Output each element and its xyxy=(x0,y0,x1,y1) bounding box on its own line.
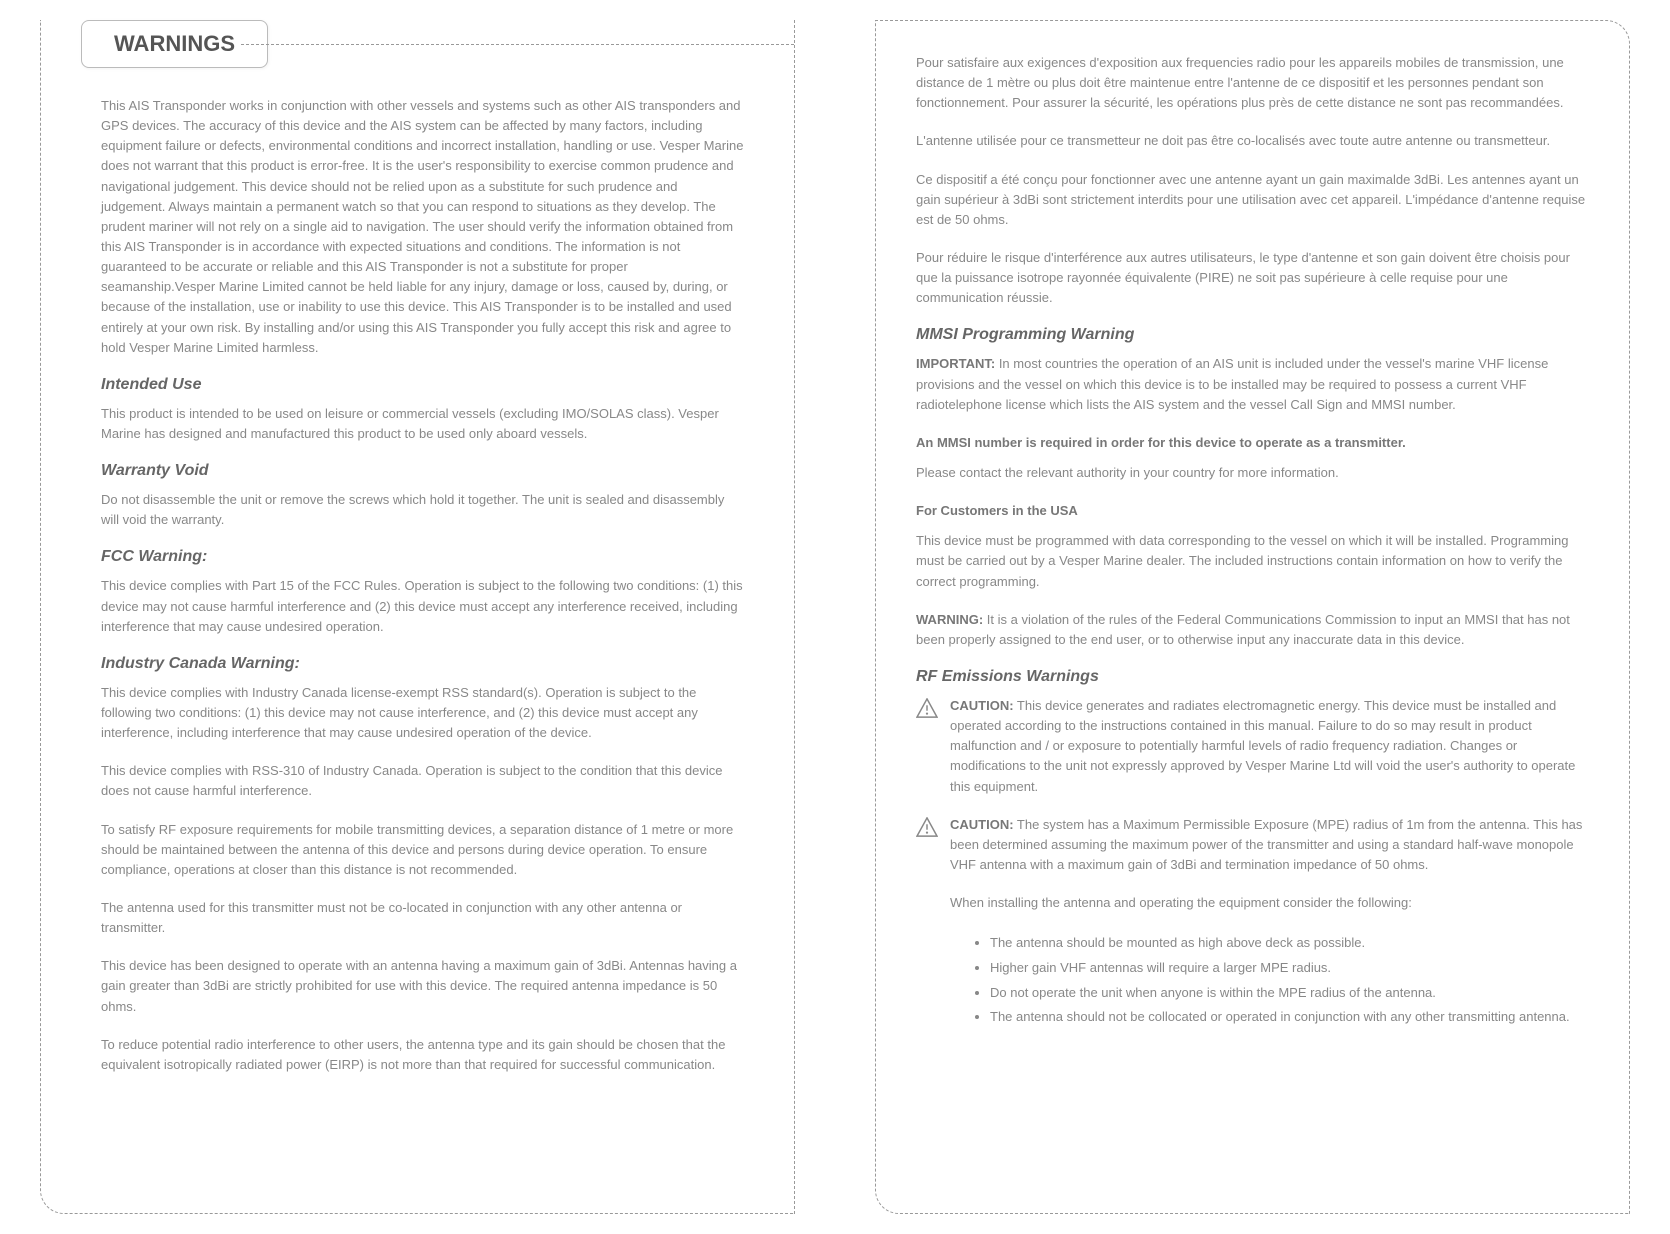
caution-2-text: CAUTION: The system has a Maximum Permis… xyxy=(950,815,1589,875)
list-item: The antenna should be mounted as high ab… xyxy=(990,931,1589,956)
mmsi-contact: Please contact the relevant authority in… xyxy=(916,463,1589,483)
fr-paragraph-2: L'antenne utilisée pour ce transmetteur … xyxy=(916,131,1589,151)
fcc-warning-heading: FCC Warning: xyxy=(101,548,744,566)
ic-paragraph-4: The antenna used for this transmitter mu… xyxy=(101,898,744,938)
warranty-void-heading: Warranty Void xyxy=(101,462,744,480)
caution-2-body: The system has a Maximum Permissible Exp… xyxy=(950,817,1582,872)
intro-paragraph: This AIS Transponder works in conjunctio… xyxy=(101,96,744,358)
left-content: This AIS Transponder works in conjunctio… xyxy=(81,96,754,1075)
fr-paragraph-3: Ce dispositif a été conçu pour fonctionn… xyxy=(916,170,1589,230)
intended-use-heading: Intended Use xyxy=(101,376,744,394)
ic-paragraph-1: This device complies with Industry Canad… xyxy=(101,683,744,743)
mmsi-important-body: In most countries the operation of an AI… xyxy=(916,356,1548,411)
right-column: Pour satisfaire aux exigences d'expositi… xyxy=(875,20,1630,1214)
install-block: When installing the antenna and operatin… xyxy=(950,893,1589,1030)
tab-connector-line xyxy=(241,44,794,45)
rf-emissions-heading: RF Emissions Warnings xyxy=(916,668,1589,686)
list-item: The antenna should not be collocated or … xyxy=(990,1005,1589,1030)
warnings-tab: WARNINGS xyxy=(81,20,268,68)
page-container: WARNINGS This AIS Transponder works in c… xyxy=(40,20,1630,1214)
caution-1-label: CAUTION: xyxy=(950,698,1014,713)
install-intro: When installing the antenna and operatin… xyxy=(950,893,1589,913)
mmsi-usa-body: This device must be programmed with data… xyxy=(916,531,1589,591)
mmsi-heading: MMSI Programming Warning xyxy=(916,326,1589,344)
ic-paragraph-6: To reduce potential radio interference t… xyxy=(101,1035,744,1075)
ic-paragraph-2: This device complies with RSS-310 of Ind… xyxy=(101,761,744,801)
warning-triangle-icon xyxy=(916,698,938,723)
caution-1-body: This device generates and radiates elect… xyxy=(950,698,1575,794)
mmsi-important: IMPORTANT: In most countries the operati… xyxy=(916,354,1589,414)
list-item: Higher gain VHF antennas will require a … xyxy=(990,956,1589,981)
mmsi-usa-heading: For Customers in the USA xyxy=(916,501,1589,521)
caution-row-2: CAUTION: The system has a Maximum Permis… xyxy=(916,815,1589,875)
fcc-warning-body: This device complies with Part 15 of the… xyxy=(101,576,744,636)
warranty-void-body: Do not disassemble the unit or remove th… xyxy=(101,490,744,530)
fr-paragraph-1: Pour satisfaire aux exigences d'expositi… xyxy=(916,53,1589,113)
caution-row-1: CAUTION: This device generates and radia… xyxy=(916,696,1589,797)
caution-2-label: CAUTION: xyxy=(950,817,1014,832)
mmsi-warning: WARNING: It is a violation of the rules … xyxy=(916,610,1589,650)
mmsi-required-line: An MMSI number is required in order for … xyxy=(916,433,1589,453)
mmsi-important-label: IMPORTANT: xyxy=(916,356,995,371)
install-bullet-list: The antenna should be mounted as high ab… xyxy=(990,931,1589,1030)
mmsi-warning-label: WARNING: xyxy=(916,612,983,627)
left-column: WARNINGS This AIS Transponder works in c… xyxy=(40,20,795,1214)
ic-paragraph-5: This device has been designed to operate… xyxy=(101,956,744,1016)
list-item: Do not operate the unit when anyone is w… xyxy=(990,981,1589,1006)
ic-paragraph-3: To satisfy RF exposure requirements for … xyxy=(101,820,744,880)
intended-use-body: This product is intended to be used on l… xyxy=(101,404,744,444)
industry-canada-heading: Industry Canada Warning: xyxy=(101,655,744,673)
fr-paragraph-4: Pour réduire le risque d'interférence au… xyxy=(916,248,1589,308)
mmsi-warning-body: It is a violation of the rules of the Fe… xyxy=(916,612,1570,647)
warning-triangle-icon xyxy=(916,817,938,842)
caution-1-text: CAUTION: This device generates and radia… xyxy=(950,696,1589,797)
